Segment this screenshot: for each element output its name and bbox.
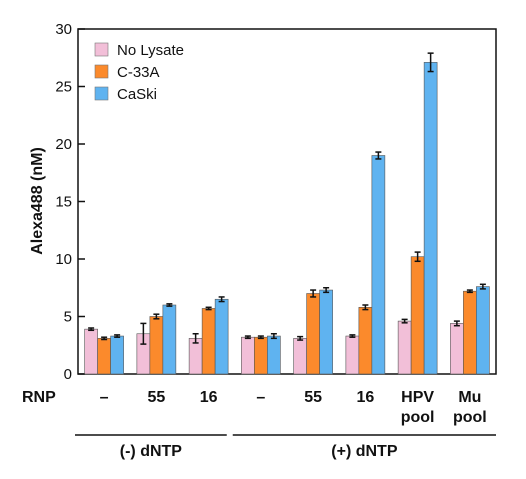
bar-c-33a-1 [149, 316, 164, 375]
bar-no-lysate-6 [397, 320, 412, 375]
y-tick-label: 15 [55, 194, 72, 211]
group-label: (-) dNTP [120, 443, 183, 460]
bar-c-33a-2 [201, 308, 216, 375]
y-tick-label: 0 [64, 366, 72, 383]
bar-c-33a-5 [358, 306, 373, 375]
legend: No Lysate C-33A CaSki [94, 42, 184, 103]
legend-swatch [94, 86, 109, 101]
bar-no-lysate-0 [84, 328, 98, 375]
legend-label: C-33A [117, 64, 160, 81]
y-tick-label: 10 [55, 251, 72, 268]
x-category-label: Mu pool [453, 389, 487, 426]
bar-no-lysate-7 [450, 323, 464, 375]
bar-c-33a-6 [410, 256, 425, 375]
legend-swatch [94, 64, 109, 79]
y-tick-label: 20 [55, 136, 72, 153]
bar-caski-0 [110, 335, 124, 375]
rnp-row-label: RNP [22, 389, 56, 406]
bar-caski-4 [319, 289, 333, 375]
bar-caski-7 [476, 286, 490, 375]
x-category-label: – [256, 389, 265, 406]
x-axis-labels: – 55 16 – 55 16 HPV pool Mu pool [100, 389, 487, 426]
x-category-label: 16 [200, 389, 218, 406]
x-category-label: 16 [356, 389, 374, 406]
legend-label: No Lysate [117, 42, 184, 59]
bar-c-33a-3 [254, 336, 268, 375]
bar-caski-3 [267, 335, 281, 375]
bar-c-33a-4 [306, 293, 320, 375]
group-label: (+) dNTP [331, 443, 398, 460]
bar-c-33a-7 [463, 290, 477, 375]
y-axis: 0 5 10 15 20 25 30 [55, 21, 85, 383]
bar-caski-2 [214, 298, 229, 375]
x-category-label: 55 [147, 389, 165, 406]
bar-c-33a-0 [97, 338, 111, 375]
x-category-label: – [100, 389, 109, 406]
x-category-label: HPV pool [401, 389, 435, 426]
bar-caski-5 [371, 155, 386, 375]
y-tick-label: 5 [64, 309, 72, 326]
group-labels: (-) dNTP (+) dNTP [75, 434, 496, 460]
y-axis-title: Alexa488 (nM) [29, 147, 46, 255]
y-tick-label: 30 [55, 21, 72, 38]
bar-no-lysate-3 [241, 336, 255, 375]
bar-no-lysate-5 [345, 335, 360, 375]
bar-no-lysate-4 [293, 338, 307, 375]
bar-caski-6 [423, 62, 438, 375]
legend-label: CaSki [117, 86, 157, 103]
y-tick-label: 25 [55, 79, 72, 96]
bars [84, 52, 490, 375]
bar-caski-1 [162, 304, 177, 375]
legend-swatch [94, 42, 109, 57]
x-category-label: 55 [304, 389, 322, 406]
